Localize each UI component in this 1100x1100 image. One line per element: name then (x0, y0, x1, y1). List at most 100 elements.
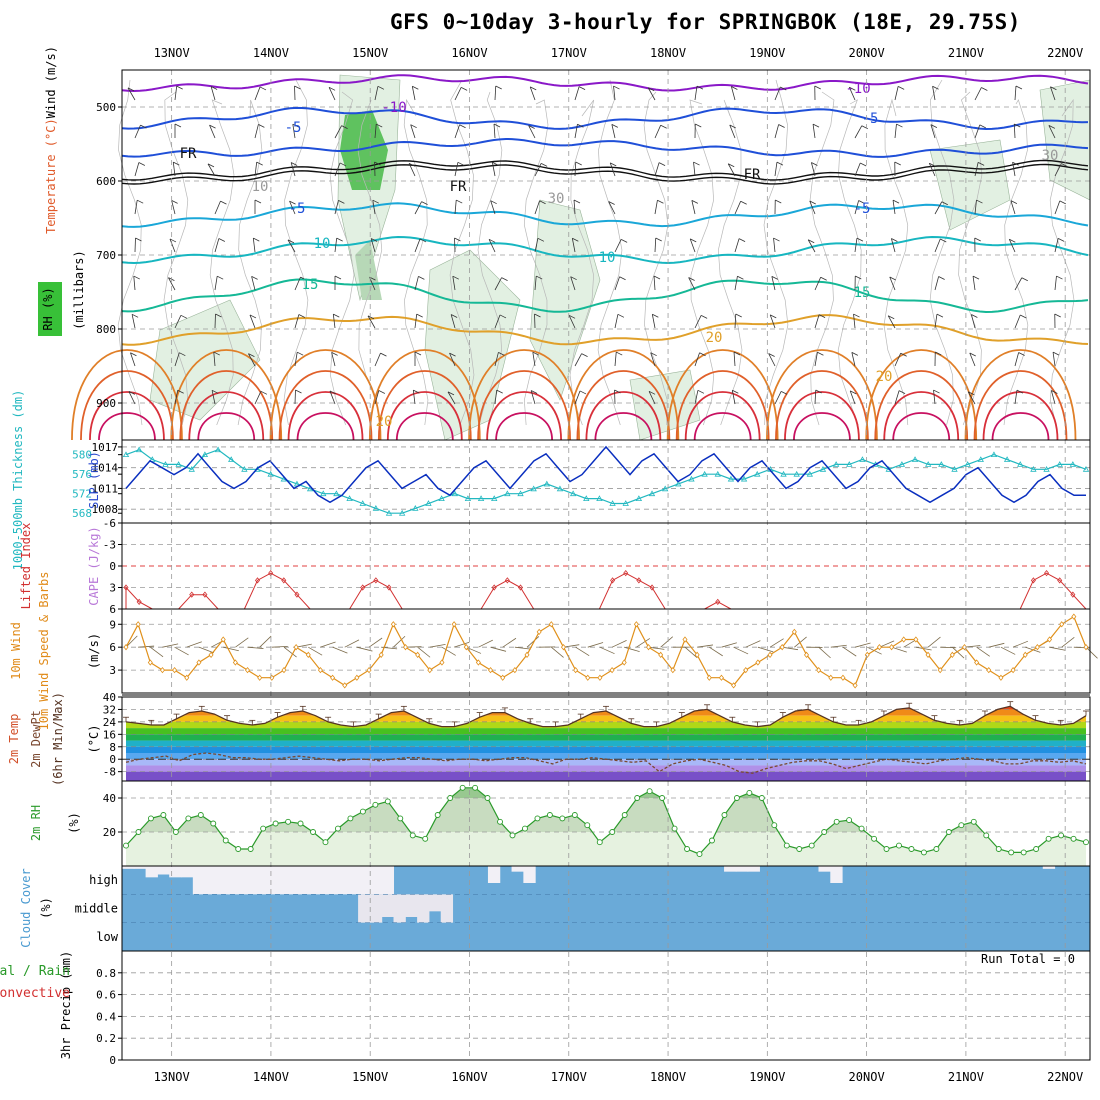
cape-axis-label: CAPE (J/kg) (87, 526, 101, 605)
wind-barb-flag (691, 200, 699, 204)
surface-wind-barb (186, 641, 202, 648)
wind-speed-point (840, 674, 846, 681)
li-line (125, 572, 1087, 610)
wind-barb-flag (259, 86, 267, 91)
surface-temp-dome (377, 370, 472, 441)
thickness-point (819, 465, 827, 472)
wind-barb (254, 124, 259, 139)
cloud-high-bar (735, 866, 749, 872)
wind-barb (374, 352, 381, 367)
thickness-point (806, 470, 814, 477)
wind-speed-point (1034, 644, 1040, 651)
wind-barb (611, 124, 616, 139)
wind-barb-flag (938, 276, 945, 280)
li-point (136, 598, 142, 605)
surface-wind-barb (660, 636, 674, 648)
surface-temp-dome (874, 370, 969, 441)
surface-wind-barb (320, 641, 336, 648)
wind-unit-label-part: (m/s) (87, 633, 101, 669)
wind-barb-flag (378, 390, 386, 394)
wind-barb (854, 200, 860, 215)
wind-speed-point (245, 666, 251, 674)
wind-barb (809, 200, 816, 215)
wind-barb-flag (808, 239, 815, 244)
wind-speed-point (852, 682, 858, 689)
contour-label: 20 (376, 414, 393, 430)
wind-speed-point (269, 674, 275, 681)
dewpt-axis-label: 2m DewPt (29, 710, 43, 768)
rh-point (160, 812, 167, 818)
wind-barb-flag (459, 124, 466, 129)
wind-barb-flag (528, 125, 535, 129)
cloud-contour (1003, 99, 1029, 426)
thickness-point (1056, 461, 1063, 467)
wind-barb-flag (581, 353, 588, 357)
rh-point (384, 798, 391, 805)
surface-wind-barb (794, 636, 807, 648)
wind-barb (254, 391, 262, 405)
wind-barb (534, 276, 537, 291)
surface-temp-dome (973, 370, 1068, 441)
surface-temp-dome (775, 370, 869, 441)
wind-barb-flag (215, 313, 222, 318)
wind-barb (294, 314, 300, 329)
wind-barb-flag (696, 85, 704, 90)
surface-temp-dome (684, 391, 761, 441)
rh-point (821, 829, 828, 835)
rh-point (422, 835, 429, 842)
li-point (268, 570, 274, 577)
wind-barb (771, 276, 776, 291)
wind-barb-flag (537, 237, 545, 242)
cloud-high-bar (251, 866, 265, 895)
wind-axis-label2: 10m Wind Speed & Barbs (37, 572, 51, 731)
cloud-unit-label: (%) (39, 897, 53, 919)
thickness-point (241, 465, 248, 472)
surface-temp-dome (982, 391, 1059, 441)
wind-speed-point (232, 659, 238, 666)
surface-wind-barb (611, 640, 627, 648)
rh-point (210, 820, 217, 827)
wind-barb (174, 86, 178, 101)
wind-barb-flag (539, 200, 546, 205)
wind-speed-point (718, 674, 724, 681)
wind-barb-flag (817, 351, 824, 356)
surface-wind-barb (235, 637, 249, 648)
wind-barb (571, 238, 576, 253)
contour-label: 10 (599, 250, 616, 266)
wind-barb-flag (173, 161, 180, 166)
rh-point (135, 829, 142, 835)
wind-barb-flag (450, 314, 458, 318)
rh-point (123, 842, 129, 849)
wind-barb-flag (498, 352, 505, 356)
temp-contour-20 (121, 314, 1089, 346)
wind-barb-flag (289, 200, 296, 205)
wind-barb-flag (738, 238, 746, 242)
thickness-point (162, 461, 169, 467)
wind-barb (134, 162, 140, 177)
wind-barb-flag (248, 353, 255, 357)
wind-tick: 9 (109, 618, 116, 631)
surface-wind-barb (830, 644, 847, 648)
cloud-high-bar (169, 866, 182, 878)
surface-wind-barb (818, 646, 831, 659)
wind-barb (1054, 163, 1062, 177)
wind-barb-flag (768, 353, 775, 357)
wind-barb-flag (935, 351, 942, 356)
cloud-contour (237, 99, 263, 426)
wind-barb (174, 390, 179, 405)
li-point (281, 577, 287, 584)
wind-barb (289, 200, 296, 215)
wind-speed-point (597, 674, 603, 681)
surface-wind-barb (453, 641, 470, 648)
rh-point (846, 817, 853, 824)
thickness-point (714, 470, 721, 477)
rh-shading (529, 199, 601, 401)
pressure-tick: 800 (96, 323, 116, 336)
wind-barb-flag (933, 389, 940, 394)
thickness-point (491, 495, 498, 501)
rh-point (933, 846, 940, 852)
wind-barb (328, 87, 336, 101)
wind-barb-flag (851, 352, 859, 356)
wind-barb (172, 162, 176, 177)
surface-wind-barb (271, 645, 288, 648)
